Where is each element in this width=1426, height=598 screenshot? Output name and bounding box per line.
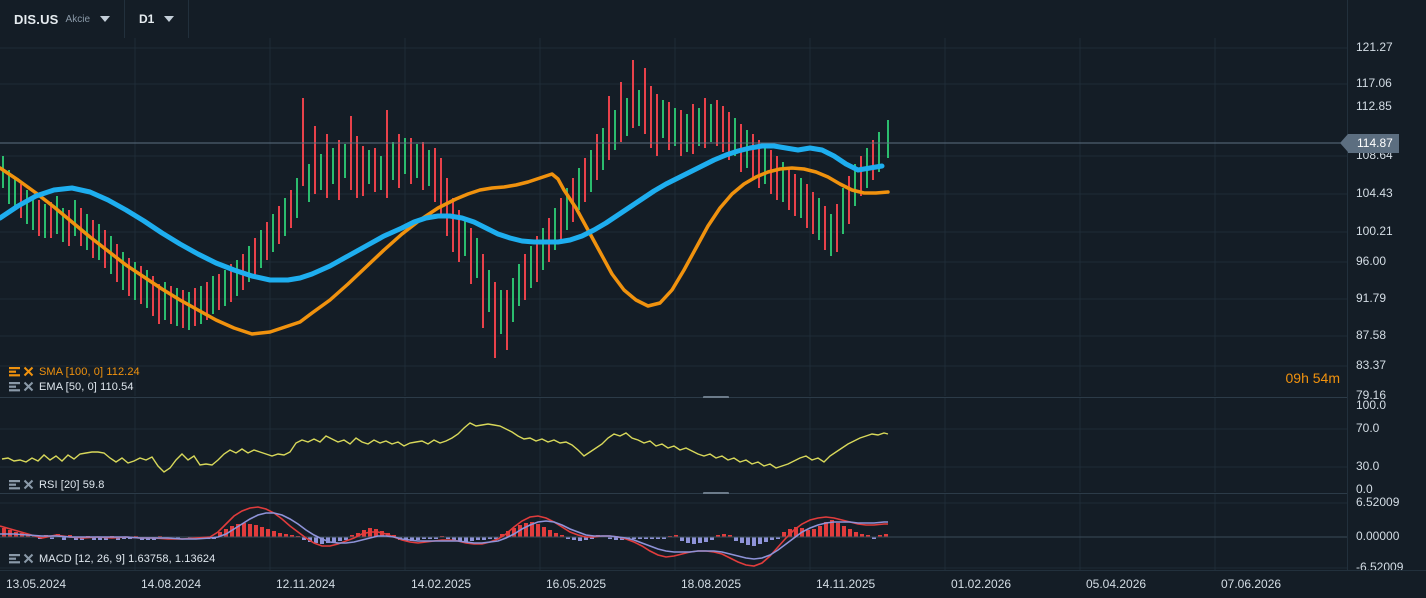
indicator-settings-icon[interactable]	[8, 479, 21, 490]
time-axis-tick: 01.02.2026	[951, 577, 1012, 591]
chevron-down-icon	[164, 16, 175, 22]
time-axis-tick: 05.04.2026	[1086, 577, 1147, 591]
price-scale-tick: 79.16	[1356, 388, 1387, 402]
bar-countdown: 09h 54m	[1286, 370, 1340, 386]
price-chart-canvas	[0, 38, 1347, 396]
countdown-minutes: 54m	[1312, 370, 1340, 386]
close-icon[interactable]	[23, 381, 34, 392]
macd-canvas	[0, 494, 1347, 570]
price-scale-tick: 87.58	[1356, 328, 1387, 342]
legend-macd[interactable]: MACD [12, 26, 9] 1.63758, 1.13624	[8, 551, 215, 566]
macd-scale-tick: 0.00000	[1356, 529, 1400, 543]
rsi-pane[interactable]: RSI [20] 59.8	[0, 398, 1347, 492]
indicator-settings-icon[interactable]	[8, 553, 21, 564]
rsi-scale-tick: 100.0	[1356, 398, 1387, 412]
indicator-settings-icon[interactable]	[8, 366, 21, 377]
chevron-down-icon	[100, 16, 110, 22]
price-scale-tick: 100.21	[1356, 224, 1393, 238]
symbol-selector[interactable]: DIS.US Akcie	[0, 0, 125, 38]
timeframe-selector[interactable]: D1	[125, 0, 190, 38]
time-axis-tick: 07.06.2026	[1221, 577, 1282, 591]
time-axis-tick: 18.08.2025	[681, 577, 742, 591]
close-icon[interactable]	[23, 366, 34, 377]
legend-ema-text: EMA [50, 0] 110.54	[39, 380, 134, 393]
timeframe-label: D1	[139, 12, 155, 26]
price-scale-tick: 112.85	[1356, 99, 1392, 113]
rsi-scale-tick: 30.0	[1356, 459, 1380, 473]
macd-pane[interactable]: MACD [12, 26, 9] 1.63758, 1.13624	[0, 494, 1347, 570]
price-gridlines	[0, 38, 1347, 396]
legend-ema[interactable]: EMA [50, 0] 110.54	[8, 379, 140, 394]
time-axis-tick: 13.05.2024	[6, 577, 67, 591]
rsi-canvas	[0, 398, 1347, 492]
macd-signal-line	[0, 512, 888, 560]
symbol-type: Akcie	[65, 13, 90, 25]
rsi-legend-box: RSI [20] 59.8	[8, 477, 105, 492]
time-axis[interactable]: 13.05.2024 14.08.2024 12.11.2024 14.02.2025…	[0, 570, 1426, 598]
price-scale-tick: 117.06	[1356, 76, 1392, 90]
close-icon[interactable]	[23, 479, 34, 490]
time-axis-tick: 14.02.2025	[411, 577, 472, 591]
rsi-scale-tick: 70.0	[1356, 421, 1380, 435]
legend-macd-text: MACD [12, 26, 9] 1.63758, 1.13624	[39, 552, 216, 565]
price-scale[interactable]: 121.27 117.06 112.85 108.64 104.43 100.21 96.0…	[1340, 0, 1426, 598]
rsi-gridlines	[0, 398, 1347, 492]
time-axis-tick: 16.05.2025	[546, 577, 607, 591]
legend-rsi[interactable]: RSI [20] 59.8	[8, 477, 105, 492]
rsi-scale-tick: 0.0	[1356, 482, 1373, 496]
macd-scale-tick: 6.52009	[1356, 495, 1400, 509]
time-axis-tick: 14.11.2025	[816, 577, 876, 591]
price-scale-tick: 104.43	[1356, 186, 1393, 200]
price-chart-pane[interactable]: SMA [100, 0] 112.24 EMA [50, 0] 110.54	[0, 38, 1347, 396]
time-axis-tick: 12.11.2024	[276, 577, 336, 591]
legend-sma[interactable]: SMA [100, 0] 112.24	[8, 364, 140, 379]
candlestick-series	[2, 60, 889, 358]
top-toolbar: DIS.US Akcie D1	[0, 0, 1426, 38]
legend-rsi-text: RSI [20] 59.8	[39, 478, 105, 491]
close-icon[interactable]	[23, 553, 34, 564]
sma-line	[0, 166, 890, 336]
price-indicator-legends: SMA [100, 0] 112.24 EMA [50, 0] 110.54	[8, 364, 140, 394]
ema-line	[0, 143, 885, 283]
price-scale-tick: 91.79	[1356, 291, 1387, 305]
symbol-name: DIS.US	[14, 11, 59, 27]
current-price-tag: 114.87	[1340, 134, 1399, 153]
time-axis-tick: 14.08.2024	[141, 577, 202, 591]
countdown-hours: 09h	[1285, 370, 1309, 386]
price-scale-tick: 96.00	[1356, 254, 1387, 268]
macd-legend-box: MACD [12, 26, 9] 1.63758, 1.13624	[8, 551, 215, 566]
price-scale-tick: 83.37	[1356, 358, 1387, 372]
price-scale-tick: 121.27	[1356, 40, 1393, 54]
legend-sma-text: SMA [100, 0] 112.24	[39, 365, 140, 378]
rsi-line	[1, 422, 889, 473]
indicator-settings-icon[interactable]	[8, 381, 21, 392]
